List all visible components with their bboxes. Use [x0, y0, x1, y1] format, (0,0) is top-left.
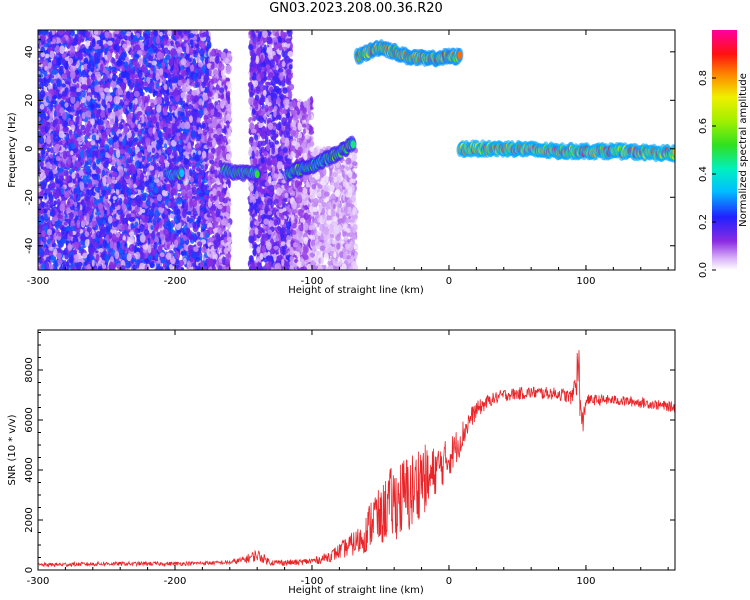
noise-blob [129, 58, 133, 65]
noise-blob [158, 244, 163, 252]
noise-blob [169, 244, 175, 249]
noise-blob [156, 96, 163, 105]
noise-blob [130, 199, 137, 207]
noise-blob [53, 200, 58, 205]
noise-blob [189, 39, 194, 45]
noise-blob [199, 199, 205, 205]
noise-blob [206, 40, 212, 49]
noise-blob [115, 53, 119, 60]
noise-blob [76, 60, 80, 68]
noise-blob [177, 244, 183, 250]
noise-blob [93, 30, 99, 35]
noise-blob [196, 117, 201, 123]
spectrogram-marks [38, 30, 675, 270]
noise-blob [142, 244, 149, 250]
chart-title: GN03.2023.208.00.36.R20 [269, 1, 443, 16]
noise-blob [187, 211, 192, 216]
noise-blob [130, 194, 136, 199]
noise-blob [202, 95, 209, 101]
noise-blob [159, 252, 165, 258]
noise-blob [149, 191, 153, 197]
noise-blob [141, 64, 146, 72]
noise-blob [159, 265, 164, 270]
noise-blob [177, 192, 182, 198]
